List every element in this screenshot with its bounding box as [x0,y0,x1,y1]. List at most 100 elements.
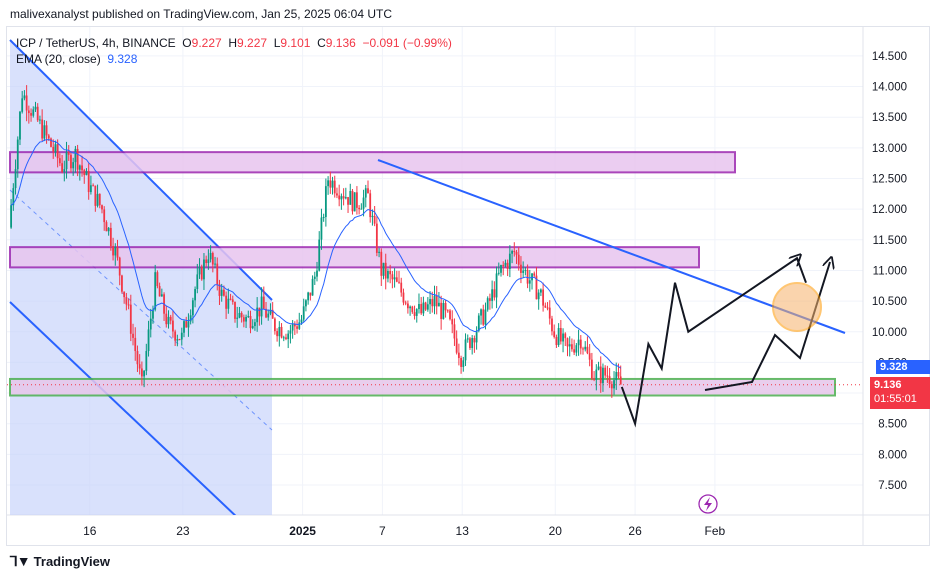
candle-body [247,316,250,318]
candle-body [265,308,267,318]
candle-body [258,307,261,317]
candle-body [16,139,19,170]
y-tick-label: 11.500 [873,235,907,247]
candle-body [220,289,223,296]
close-value: 9.136 [325,36,356,50]
candle-body [21,98,24,112]
candle-body [610,384,613,389]
candle-body [606,375,609,377]
candle-body [599,366,602,384]
candle-body [508,253,511,269]
candle-body [557,327,560,345]
candle-body [338,195,341,200]
candle-body [282,337,285,339]
candle-body [136,351,139,365]
candle-body [324,186,327,218]
last-price-badge: 9.136 01:55:01 [870,377,930,409]
candle-body [542,289,545,306]
candle-body [613,380,615,389]
candle-body [12,188,15,206]
candle-body [298,322,301,329]
candle-body [240,312,243,318]
candle-body [96,193,99,206]
y-tick-label: 7.500 [878,480,907,492]
x-tick-label: 23 [176,524,190,538]
x-tick-label: 7 [379,524,386,538]
y-tick-label: 14.500 [872,51,907,63]
candle-body [47,135,50,139]
candle-body [433,295,436,307]
candle-body [185,321,188,328]
symbol-label[interactable]: ICP / TetherUS, 4h, BINANCE [16,36,176,50]
candle-body [398,281,400,283]
candle-body [413,312,416,316]
candle-body [517,254,520,265]
ema-line-path [10,139,622,369]
candle-body [400,282,403,293]
candle-body [309,292,312,296]
candle-body [103,209,106,223]
candle-body [331,180,334,188]
price-axis[interactable]: 7.5008.0008.5009.0009.50010.00010.50011.… [872,51,907,492]
ema-label[interactable]: EMA (20, close) [16,52,101,66]
candle-body [351,191,354,212]
candle-body [582,348,584,350]
candle-body [486,298,489,310]
candle-body [520,264,522,273]
candle-body [154,272,157,310]
candle-body [380,251,383,276]
candle-body [336,193,338,196]
candle-body [602,367,604,384]
time-axis[interactable]: 16 23 2025 7 13 20 26 Feb [83,524,725,538]
candle-body [444,302,447,311]
candle-body [169,316,172,321]
candle-body [420,304,423,314]
candle-body [422,302,425,314]
y-tick-label: 10.000 [872,327,907,339]
candle-body [256,307,259,323]
candle-body [189,315,192,322]
candle-body [342,196,345,199]
candle-body [497,272,500,274]
candle-body [369,193,372,218]
lightning-icon[interactable] [698,494,718,514]
candle-body [451,319,454,325]
candle-body [280,326,283,338]
candle-body [515,251,518,255]
candle-body [464,339,467,361]
candle-body [125,297,128,305]
candle-body [395,277,398,282]
candle-body [158,286,161,297]
candle-body [273,318,276,332]
candle-body [251,326,254,329]
candle-body [617,372,620,377]
candle-body [415,309,418,316]
candle-body [404,302,407,304]
candle-body [360,208,363,210]
candle-body [615,372,618,381]
tradingview-logo[interactable]: ⅂▼ TradingView [10,553,110,570]
candle-body [391,274,394,280]
candle-body [389,270,392,275]
candle-body [145,351,148,371]
candle-body [473,338,476,343]
candle-body [140,368,143,377]
high-value: 9.227 [237,36,268,50]
descending-trendline [377,159,846,334]
candle-body [564,333,567,339]
candle-body [579,339,582,349]
candle-body [287,333,290,340]
candle-body [555,336,558,345]
ema-value: 9.328 [107,52,138,66]
candle-body [116,246,119,258]
candle-body [588,353,591,360]
candle-body [506,262,509,269]
candle-body [311,278,314,296]
candle-body [329,180,332,188]
candle-body [209,252,212,260]
candle-body [322,217,325,219]
candle-body [107,227,110,232]
candle-body [98,193,101,206]
candle-body [608,376,611,385]
